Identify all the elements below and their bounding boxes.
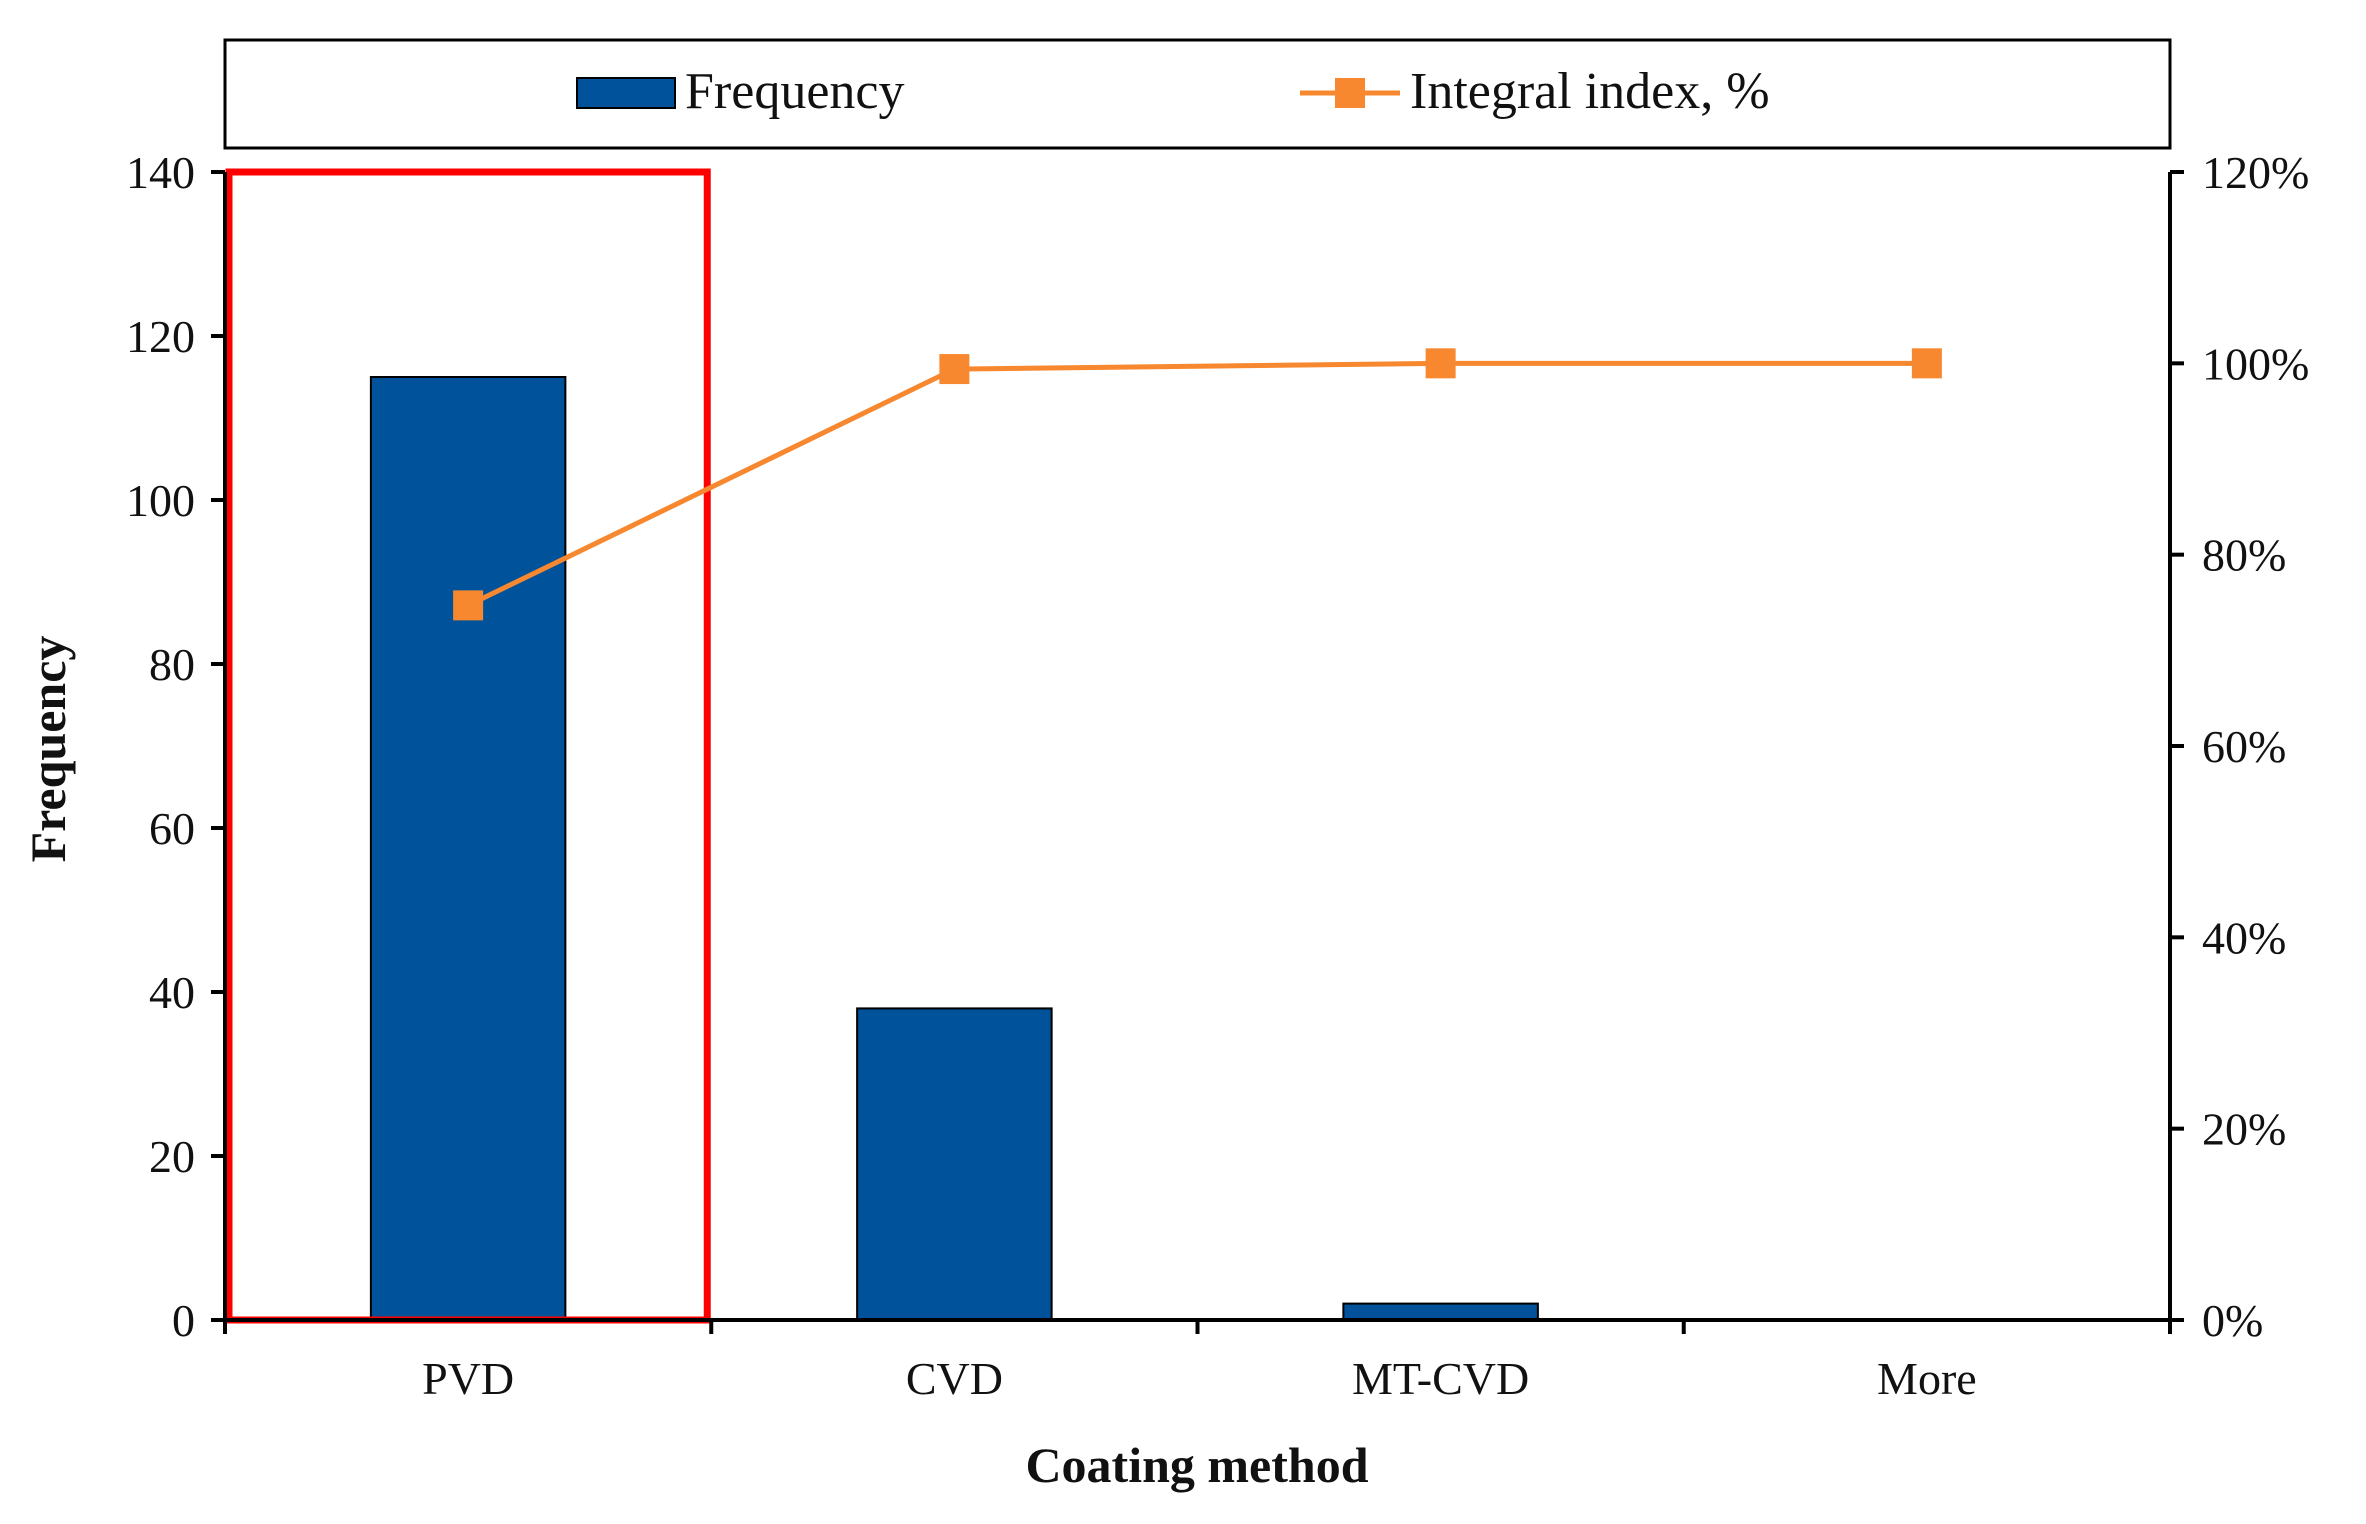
bar-mt-cvd (1342, 1302, 1539, 1321)
integral-index-marker-mt-cvd (1425, 348, 1456, 379)
y-tick-label: 100 (126, 475, 195, 526)
bar-pvd (369, 376, 567, 1321)
y2-tick-label: 40% (2202, 912, 2286, 963)
line-series (453, 348, 1942, 621)
legend-marker-integral (1335, 78, 1365, 108)
integral-index-marker-pvd (453, 590, 484, 621)
x-tick-label: More (1877, 1353, 1977, 1404)
x-tick-label: CVD (906, 1353, 1003, 1404)
y2-tick-label: 0% (2202, 1295, 2263, 1346)
y2-tick-label: 100% (2202, 338, 2309, 389)
legend-label-frequency: Frequency (685, 63, 904, 120)
x-tick-label: MT-CVD (1352, 1353, 1529, 1404)
legend-label-integral: Integral index, % (1410, 63, 1770, 120)
y-tick-label: 140 (126, 147, 195, 198)
y2-tick-label: 80% (2202, 530, 2286, 581)
y-tick-label: 80 (149, 639, 195, 690)
y-axis-title: Frequency (20, 636, 76, 863)
y2-tick-label: 20% (2202, 1104, 2286, 1155)
plot-area: PVD CVD MT-CVD More 0 20 40 60 80 100 120 140 0% 20% 4… (126, 147, 2309, 1404)
x-tick-label: PVD (422, 1353, 514, 1404)
bar-cvd (856, 1007, 1053, 1322)
x-axis-title: Coating method (1025, 1437, 1368, 1493)
y-tick-label: 0 (172, 1295, 195, 1346)
legend: Frequency Integral index, % (223, 38, 2172, 150)
y-tick-label: 60 (149, 803, 195, 854)
y2-tick-label: 120% (2202, 147, 2309, 198)
y-tick-label: 120 (126, 311, 195, 362)
y-tick-label: 40 (149, 967, 195, 1018)
bar-series (369, 376, 1539, 1322)
y2-tick-label: 60% (2202, 721, 2286, 772)
y-tick-label: 20 (149, 1131, 195, 1182)
axes: PVD CVD MT-CVD More 0 20 40 60 80 100 120 140 0% 20% 4… (126, 147, 2309, 1404)
legend-swatch-frequency (576, 77, 676, 109)
integral-index-marker-more (1911, 348, 1942, 379)
integral-index-marker-cvd (939, 354, 970, 385)
integral-index-line (467, 360, 1927, 608)
legend-box (223, 38, 2172, 150)
